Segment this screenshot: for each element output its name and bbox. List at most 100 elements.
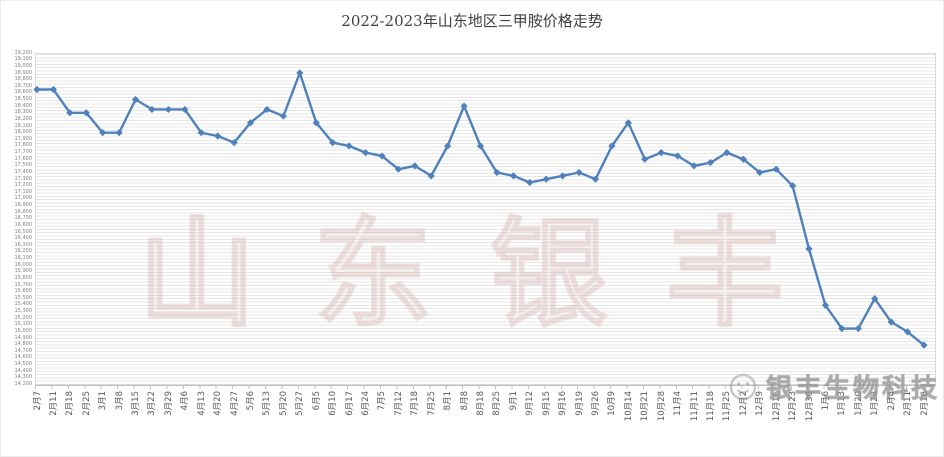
data-point-marker: [230, 139, 238, 147]
y-tick-label: 15,500: [14, 294, 33, 301]
y-tick-label: 14,900: [14, 334, 33, 341]
price-line: [37, 71, 925, 347]
data-point-marker: [49, 85, 58, 94]
data-point-marker: [33, 85, 41, 94]
data-point-marker: [131, 95, 140, 104]
y-tick-label: 18,800: [14, 76, 33, 83]
data-point-marker: [444, 142, 452, 150]
y-tick-label: 17,300: [14, 175, 33, 182]
y-tick-label: 19,000: [14, 62, 33, 69]
data-point-marker: [624, 119, 632, 127]
data-point-marker: [312, 119, 320, 127]
data-point-marker: [838, 324, 846, 333]
data-point-marker: [329, 139, 337, 147]
data-point-marker: [115, 129, 123, 137]
chart-title: 2022-2023年山东地区三甲胺价格走势: [341, 12, 603, 30]
y-tick-label: 14,500: [14, 361, 33, 368]
data-point-marker: [263, 105, 271, 114]
y-tick-label: 15,700: [14, 281, 33, 288]
data-point-marker: [559, 172, 567, 180]
data-point-marker: [887, 318, 895, 326]
data-point-marker: [345, 142, 353, 150]
data-point-marker: [279, 112, 287, 120]
data-point-marker: [854, 324, 862, 333]
y-tick-label: 18,500: [14, 96, 33, 103]
data-point-marker: [788, 182, 797, 190]
data-point-marker: [197, 129, 205, 137]
data-point-marker: [164, 105, 173, 114]
y-tick-label: 17,700: [14, 149, 33, 156]
data-point-marker: [427, 172, 435, 180]
y-tick-label: 16,200: [14, 248, 33, 255]
data-point-marker: [99, 129, 107, 137]
data-point-marker: [82, 109, 90, 117]
data-point-marker: [476, 142, 485, 150]
y-tick-label: 15,800: [14, 274, 33, 281]
data-point-marker: [674, 152, 682, 160]
data-point-marker: [772, 165, 780, 173]
data-point-marker: [66, 109, 74, 117]
y-tick-label: 17,200: [14, 182, 33, 189]
data-point-marker: [296, 69, 304, 77]
y-tick-label: 16,700: [14, 215, 33, 222]
data-point-marker: [460, 102, 468, 110]
data-point-marker: [706, 158, 715, 167]
y-axis-labels: 19,200 19,100 19,000 18,900 18,800 18,700 18,6…: [0, 49, 33, 388]
y-tick-label: 17,400: [14, 168, 33, 175]
y-tick-label: 17,900: [14, 135, 33, 142]
data-point-marker: [509, 172, 517, 180]
y-tick-label: 14,600: [14, 354, 33, 361]
data-point-marker: [903, 328, 912, 336]
y-tick-label: 16,800: [14, 208, 33, 215]
y-tick-label: 15,300: [14, 308, 33, 315]
data-point-marker: [214, 132, 222, 140]
y-tick-label: 16,900: [14, 202, 33, 209]
data-point-marker: [821, 301, 830, 309]
y-tick-label: 15,100: [14, 321, 33, 328]
y-tick-label: 14,800: [14, 341, 33, 348]
y-tick-label: 16,500: [14, 228, 33, 235]
y-tick-label: 16,000: [14, 261, 33, 268]
data-point-marker: [493, 168, 501, 177]
data-point-marker: [756, 168, 764, 177]
data-point-marker: [542, 175, 550, 183]
data-point-marker: [246, 119, 255, 127]
y-tick-label: 16,400: [14, 235, 33, 242]
y-tick-label: 16,300: [14, 241, 33, 248]
data-point-marker: [608, 142, 616, 150]
data-point-marker: [411, 162, 419, 170]
y-tick-label: 19,200: [14, 49, 33, 56]
y-tick-label: 18,300: [14, 109, 33, 116]
y-tick-label: 17,500: [14, 162, 33, 169]
y-tick-label: 18,200: [14, 115, 33, 122]
y-tick-label: 18,600: [14, 89, 33, 96]
y-tick-label: 15,200: [14, 314, 33, 321]
y-tick-label: 17,600: [14, 155, 33, 162]
data-point-marker: [739, 155, 747, 163]
data-point-marker: [690, 162, 698, 170]
data-point-marker: [575, 168, 583, 177]
y-tick-label: 14,400: [14, 367, 33, 374]
y-tick-label: 18,100: [14, 122, 33, 129]
y-tick-label: 15,900: [14, 268, 33, 275]
data-point-marker: [148, 105, 156, 114]
y-tick-label: 18,900: [14, 69, 33, 76]
y-tick-label: 16,600: [14, 221, 33, 228]
data-point-marker: [526, 178, 534, 187]
data-point-marker: [805, 245, 813, 253]
y-tick-label: 17,100: [14, 188, 33, 195]
y-tick-label: 17,000: [14, 195, 33, 202]
data-point-marker: [641, 155, 649, 163]
y-tick-label: 14,700: [14, 347, 33, 354]
y-tick-label: 15,000: [14, 327, 33, 334]
y-tick-label: 18,000: [14, 129, 33, 136]
data-point-marker: [723, 149, 731, 157]
data-point-marker: [591, 175, 600, 183]
y-tick-label: 18,400: [14, 102, 33, 109]
data-point-marker: [361, 149, 370, 157]
data-point-marker: [378, 152, 386, 160]
data-point-marker: [657, 149, 665, 157]
y-tick-label: 15,400: [14, 301, 33, 308]
